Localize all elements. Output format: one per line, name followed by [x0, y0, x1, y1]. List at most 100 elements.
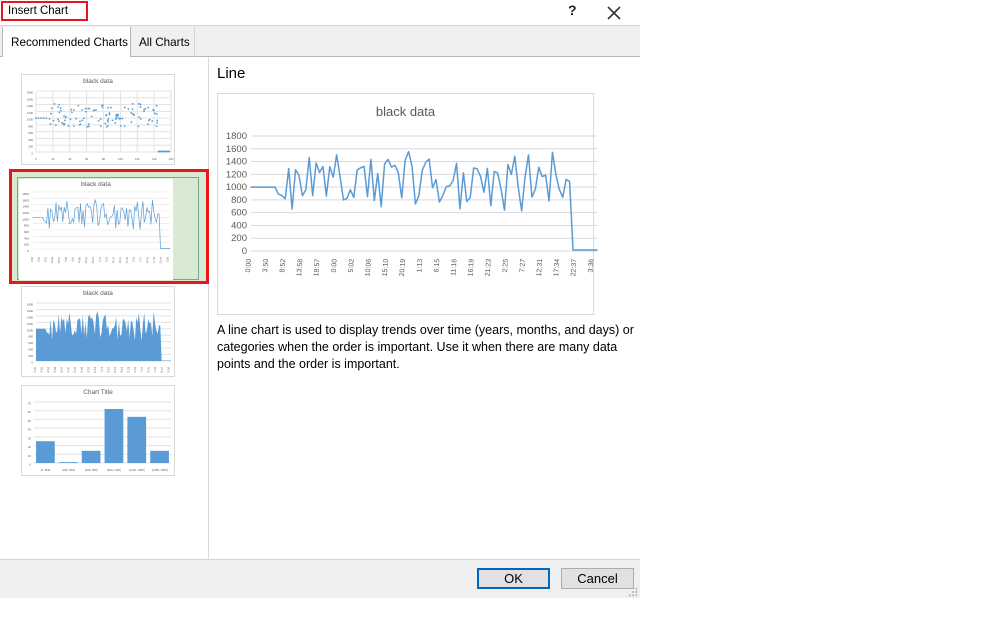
svg-text:60: 60 — [85, 157, 89, 161]
svg-text:0:00: 0:00 — [30, 256, 34, 262]
svg-text:1800: 1800 — [27, 303, 34, 307]
svg-text:12:31: 12:31 — [145, 256, 149, 263]
svg-text:10: 10 — [28, 454, 32, 458]
svg-text:17:34: 17:34 — [553, 259, 561, 277]
svg-text:100: 100 — [118, 157, 123, 161]
svg-text:1200: 1200 — [226, 169, 247, 180]
svg-text:400: 400 — [28, 348, 33, 352]
svg-text:40: 40 — [28, 428, 32, 432]
svg-text:13:58: 13:58 — [296, 259, 304, 277]
svg-text:3:36: 3:36 — [166, 366, 170, 372]
svg-text:7:27: 7:27 — [138, 256, 142, 262]
svg-text:1800: 1800 — [226, 131, 247, 142]
svg-text:1200: 1200 — [27, 322, 34, 326]
svg-text:1800: 1800 — [27, 91, 34, 95]
svg-text:13:58: 13:58 — [53, 366, 58, 373]
svg-text:1600: 1600 — [27, 309, 34, 313]
svg-text:5:02: 5:02 — [73, 366, 77, 372]
svg-text:1400: 1400 — [22, 205, 29, 209]
svg-text:0:00: 0:00 — [33, 366, 37, 372]
svg-text:8:52: 8:52 — [43, 256, 47, 262]
svg-text:1000: 1000 — [22, 217, 29, 221]
svg-text:1400: 1400 — [27, 315, 34, 319]
svg-text:1600: 1600 — [27, 97, 34, 101]
svg-text:10:06: 10:06 — [79, 366, 84, 373]
svg-text:16:19: 16:19 — [118, 256, 122, 263]
svg-text:(600, 1120]: (600, 1120] — [107, 468, 121, 472]
svg-text:12:31: 12:31 — [536, 259, 544, 277]
svg-text:600: 600 — [28, 341, 33, 345]
svg-text:200: 200 — [24, 243, 29, 247]
svg-text:16:19: 16:19 — [467, 259, 475, 277]
svg-text:400: 400 — [28, 138, 33, 142]
svg-text:1:13: 1:13 — [99, 366, 103, 372]
svg-text:1200: 1200 — [27, 111, 34, 115]
svg-text:21:23: 21:23 — [125, 256, 129, 263]
svg-text:20: 20 — [28, 445, 32, 449]
svg-text:60: 60 — [28, 410, 32, 414]
svg-text:20: 20 — [51, 157, 55, 161]
svg-text:0: 0 — [35, 157, 37, 161]
svg-text:1000: 1000 — [27, 118, 34, 122]
svg-text:1600: 1600 — [22, 198, 29, 202]
svg-text:70: 70 — [28, 402, 32, 406]
svg-text:20:19: 20:19 — [91, 256, 95, 263]
svg-text:11:16: 11:16 — [113, 366, 117, 373]
svg-text:7:27: 7:27 — [140, 366, 144, 372]
svg-text:15:10: 15:10 — [382, 259, 390, 277]
svg-text:(1480, 1840]: (1480, 1840] — [152, 468, 168, 472]
svg-text:0: 0 — [242, 246, 247, 257]
svg-text:1800: 1800 — [22, 192, 29, 196]
svg-text:1:13: 1:13 — [416, 259, 424, 273]
svg-text:2:25: 2:25 — [502, 259, 510, 273]
svg-text:200: 200 — [231, 233, 247, 244]
svg-text:15:10: 15:10 — [86, 366, 91, 373]
svg-text:600: 600 — [231, 208, 247, 219]
svg-text:0:00: 0:00 — [64, 256, 68, 262]
svg-text:3:50: 3:50 — [39, 366, 43, 372]
svg-text:(940, 600]: (940, 600] — [85, 468, 98, 472]
svg-text:[0, 360]: [0, 360] — [41, 468, 51, 472]
svg-text:8:52: 8:52 — [279, 259, 287, 273]
svg-text:600: 600 — [24, 230, 29, 234]
svg-text:600: 600 — [28, 131, 33, 135]
svg-text:6:15: 6:15 — [104, 256, 108, 262]
svg-text:10:06: 10:06 — [77, 256, 81, 263]
svg-text:1200: 1200 — [22, 211, 29, 215]
svg-text:21:23: 21:23 — [485, 259, 493, 277]
svg-text:1400: 1400 — [27, 104, 34, 108]
svg-text:0: 0 — [31, 361, 33, 365]
svg-text:2:25: 2:25 — [133, 366, 137, 372]
svg-text:3:36: 3:36 — [165, 256, 169, 262]
svg-text:11:16: 11:16 — [111, 256, 115, 263]
svg-text:11:16: 11:16 — [450, 259, 458, 277]
svg-text:80: 80 — [102, 157, 106, 161]
svg-text:20:19: 20:19 — [93, 366, 98, 373]
svg-text:800: 800 — [28, 124, 33, 128]
svg-text:3:50: 3:50 — [262, 259, 270, 273]
svg-text:3:50: 3:50 — [36, 256, 40, 262]
svg-text:1000: 1000 — [27, 328, 34, 332]
svg-text:160: 160 — [169, 157, 174, 161]
svg-text:1400: 1400 — [226, 157, 247, 168]
svg-text:400: 400 — [231, 220, 247, 231]
svg-text:2:25: 2:25 — [131, 256, 135, 262]
svg-text:800: 800 — [24, 224, 29, 228]
svg-text:15:10: 15:10 — [84, 256, 88, 263]
svg-text:1000: 1000 — [226, 182, 247, 193]
svg-text:400: 400 — [24, 236, 29, 240]
svg-text:8:52: 8:52 — [46, 366, 50, 372]
svg-text:0:00: 0:00 — [245, 259, 253, 273]
svg-text:0:00: 0:00 — [331, 259, 339, 273]
svg-text:17:34: 17:34 — [153, 366, 158, 373]
svg-text:140: 140 — [152, 157, 157, 161]
svg-text:17:34: 17:34 — [152, 256, 156, 263]
svg-text:6:15: 6:15 — [433, 259, 441, 273]
svg-text:5:02: 5:02 — [348, 259, 356, 273]
svg-text:120: 120 — [135, 157, 140, 161]
svg-text:3:36: 3:36 — [588, 259, 596, 273]
svg-text:10:06: 10:06 — [365, 259, 373, 277]
svg-text:(340, 940]: (340, 940] — [62, 468, 75, 472]
svg-text:1600: 1600 — [226, 144, 247, 155]
svg-text:40: 40 — [68, 157, 72, 161]
